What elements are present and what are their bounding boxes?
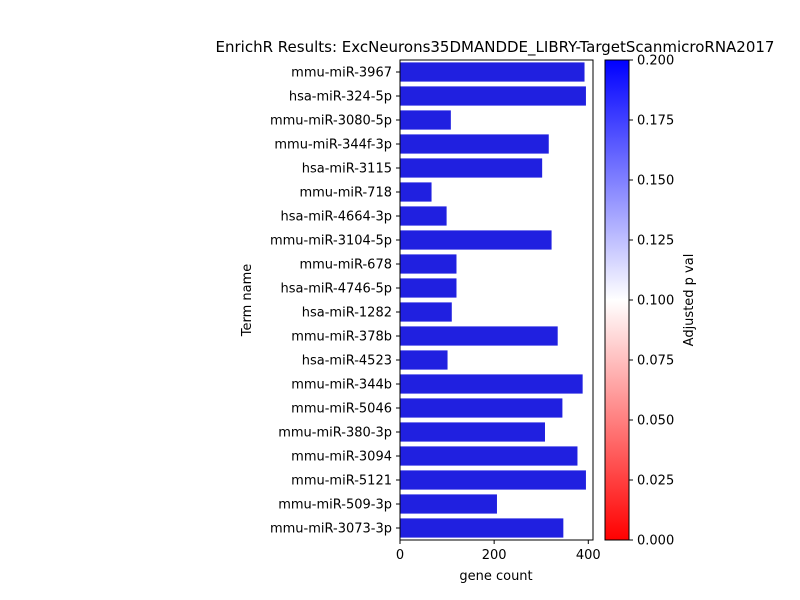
plot-frame	[399, 59, 594, 541]
bar	[400, 86, 586, 106]
y-tick-label: mmu-miR-3094	[291, 450, 392, 465]
y-tick-label: mmu-miR-380-3p	[278, 426, 392, 441]
x-axis-ticks: 0 200 400	[396, 540, 601, 563]
y-tick-label: mmu-miR-678	[299, 258, 392, 273]
y-tick-label: mmu-miR-3967	[291, 66, 392, 81]
colorbar-ticks: 0.000 0.025 0.050 0.075 0.100 0.125 0.150 0.175…	[629, 54, 674, 549]
y-tick-label: mmu-miR-378b	[291, 330, 392, 345]
colorbar-tick-label: 0.000	[637, 534, 674, 549]
y-tick-label: hsa-miR-4664-3p	[281, 210, 392, 225]
bar	[400, 518, 564, 538]
y-tick-label: mmu-miR-3073-3p	[270, 522, 392, 537]
y-tick-label: hsa-miR-4746-5p	[281, 282, 392, 297]
bar	[400, 182, 432, 202]
y-tick-label: hsa-miR-4523	[302, 354, 392, 369]
y-tick-label: mmu-miR-344b	[291, 378, 392, 393]
bar	[400, 110, 451, 130]
bar	[400, 494, 497, 514]
y-tick-label: mmu-miR-3104-5p	[270, 234, 392, 249]
y-axis-ticks: mmu-miR-3967 hsa-miR-324-5p mmu-miR-3080-5…	[270, 66, 400, 537]
bar	[400, 302, 452, 322]
chart-title: EnrichR Results: ExcNeurons35DMANDDE_LIB…	[216, 38, 775, 57]
colorbar-tick-label: 0.100	[637, 294, 674, 309]
colorbar-tick-label: 0.150	[637, 174, 674, 189]
y-tick-label: hsa-miR-324-5p	[289, 90, 392, 105]
x-tick-label: 0	[396, 548, 404, 563]
bar	[400, 206, 447, 226]
bar	[400, 350, 448, 370]
bar	[400, 62, 585, 82]
colorbar-tick-label: 0.025	[637, 474, 674, 489]
bar	[400, 254, 457, 274]
bar	[400, 230, 552, 250]
colorbar-tick-label: 0.200	[637, 54, 674, 69]
bar	[400, 278, 457, 298]
y-tick-label: mmu-miR-5121	[291, 474, 392, 489]
bar	[400, 374, 583, 394]
colorbar-label: Adjusted p val	[682, 254, 697, 347]
colorbar-tick-label: 0.175	[637, 114, 674, 129]
y-axis-title: Term name	[240, 264, 255, 338]
bar	[400, 326, 558, 346]
y-tick-label: mmu-miR-718	[299, 186, 392, 201]
y-tick-label: hsa-miR-1282	[302, 306, 392, 321]
bar	[400, 470, 586, 490]
bars-group	[400, 62, 586, 538]
y-tick-label: mmu-miR-344f-3p	[274, 138, 392, 153]
x-tick-label: 200	[482, 548, 507, 563]
colorbar-tick-label: 0.125	[637, 234, 674, 249]
x-axis-title: gene count	[459, 569, 532, 584]
bar	[400, 422, 545, 442]
y-tick-label: mmu-miR-509-3p	[278, 498, 392, 513]
y-tick-label: hsa-miR-3115	[302, 162, 392, 177]
bar	[400, 158, 543, 178]
x-tick-label: 400	[576, 548, 601, 563]
colorbar	[604, 59, 630, 541]
colorbar-tick-label: 0.075	[637, 354, 674, 369]
bar	[400, 134, 549, 154]
y-tick-label: mmu-miR-3080-5p	[270, 114, 392, 129]
bar	[400, 398, 563, 418]
y-tick-label: mmu-miR-5046	[291, 402, 392, 417]
colorbar-tick-label: 0.050	[637, 414, 674, 429]
bar	[400, 446, 578, 466]
